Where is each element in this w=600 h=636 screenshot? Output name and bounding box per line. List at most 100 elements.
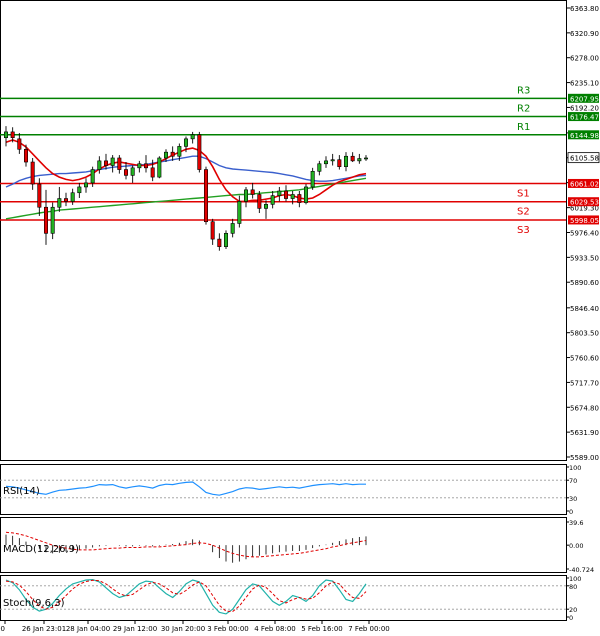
candle [210, 218, 215, 245]
stoch-axis-label: 80 [569, 583, 577, 591]
candle-body-up [57, 198, 62, 208]
candle [137, 160, 142, 173]
price-axis-label: 5890.60 [570, 279, 599, 287]
candle-body-up [363, 157, 368, 160]
stoch-panel-frame [0, 575, 567, 621]
candle-body-up [70, 192, 75, 202]
candle [323, 156, 328, 168]
candle-body-up [330, 159, 335, 162]
candle-body-down [104, 160, 109, 166]
stoch-label: Stoch(9,6,3) [3, 598, 65, 609]
candle-body-up [263, 204, 268, 209]
candle [330, 153, 335, 166]
time-axis-label: 28 Jan 04:00 [66, 625, 110, 633]
rsi-axis-label: 30 [569, 495, 577, 503]
candle [70, 188, 75, 205]
candle-body-up [190, 134, 195, 140]
candle-body-down [217, 238, 222, 247]
level-badge-r3 [568, 93, 599, 103]
candle [77, 182, 82, 198]
candle-body-up [157, 157, 162, 178]
price-axis-label: 6278.00 [570, 55, 599, 63]
candle [350, 152, 355, 163]
candle-body-down [23, 148, 28, 163]
price-axis-label: 6320.90 [570, 30, 599, 38]
candle-body-up [244, 189, 249, 202]
candle-body-up [317, 163, 322, 172]
candle-body-down [197, 134, 202, 170]
macd-axis: 39.6 0.00 -40.724 [566, 519, 594, 574]
candle [43, 189, 48, 245]
stoch-k-line [5, 578, 367, 615]
time-axis-label: 7 Feb 00:00 [348, 625, 389, 633]
level-name-s1: S1 [517, 188, 530, 199]
candle [130, 165, 135, 183]
level-value-r1: 6144.98 [570, 132, 599, 140]
candle-body-down [257, 194, 262, 209]
rsi-line [5, 481, 366, 496]
level-name-r3: R3 [517, 85, 530, 96]
candle-body-up [77, 186, 82, 194]
macd-axis-label: 39.6 [569, 519, 583, 527]
time-axis-label: 26 Jan 23:01 [22, 625, 66, 633]
candle [190, 131, 195, 144]
candle [57, 186, 62, 212]
candle [204, 166, 209, 225]
candle [104, 153, 109, 170]
candle [277, 186, 282, 202]
candle-body-up [50, 206, 55, 234]
stoch-axis-label: 0 [569, 614, 573, 622]
time-axis-label: 30 Jan 20:00 [161, 625, 205, 633]
candle [97, 156, 102, 174]
candle-body-down [64, 198, 69, 202]
price-axis-label: 6192.20 [570, 104, 599, 112]
candle [144, 155, 149, 173]
candle [297, 191, 302, 208]
price-axis: 6363.806320.906278.006235.106192.206148.… [566, 5, 599, 462]
stoch-axis-label: 20 [569, 606, 577, 614]
level-value-s3: 5998.05 [570, 217, 599, 225]
candle-body-down [10, 131, 15, 138]
candle [23, 144, 28, 167]
candle-body-down [337, 159, 342, 167]
candle-body-down [350, 155, 355, 162]
candle [84, 178, 89, 193]
candle-body-up [310, 171, 315, 188]
candle [303, 184, 308, 205]
candle [164, 149, 169, 163]
candle-body-up [357, 158, 362, 162]
candle [310, 167, 315, 190]
candle [263, 200, 268, 219]
candle-body-down [124, 169, 129, 176]
current-price-value: 6105.58 [570, 155, 599, 163]
level-name-r1: R1 [517, 122, 530, 133]
price-axis-label: 6363.80 [570, 5, 599, 13]
macd-label: MACD(12,26,9) [3, 544, 79, 555]
current-price-badge [567, 152, 600, 164]
candle [117, 155, 122, 174]
candle [50, 202, 55, 240]
price-axis-label: 5717.70 [570, 379, 599, 387]
candle [30, 157, 35, 190]
candle-body-up [270, 195, 275, 205]
level-value-r2: 6176.47 [570, 114, 599, 122]
candle-body-down [204, 169, 209, 223]
candle-body-up [323, 160, 328, 165]
level-badge-s3 [568, 215, 599, 225]
macd-signal-line [5, 531, 367, 558]
rsi-panel-frame [0, 464, 567, 515]
level-value-s1: 6061.02 [570, 180, 599, 188]
candle-body-down [30, 161, 35, 185]
candle-body-down [150, 167, 155, 178]
candle-body-up [97, 160, 102, 170]
time-axis-label: 6:00 [0, 625, 5, 633]
macd-panel-frame [0, 517, 567, 573]
time-axis-label: 3 Feb 00:00 [207, 625, 248, 633]
candle [230, 218, 235, 238]
price-axis-label: 5760.60 [570, 355, 599, 363]
candle [290, 191, 295, 205]
candle-body-up [90, 169, 95, 184]
